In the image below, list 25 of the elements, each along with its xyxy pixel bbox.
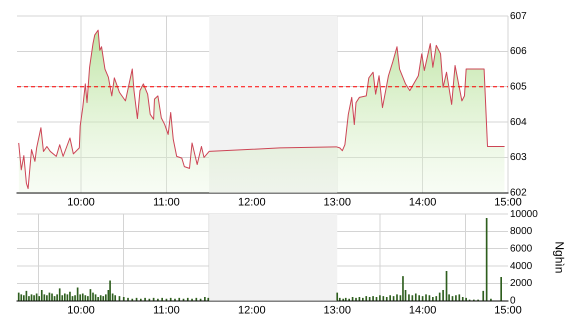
x-tick-label: 14:00 (408, 304, 436, 316)
x-tick-label: 12:00 (238, 196, 266, 208)
y-tick-label: 10000 (510, 208, 538, 220)
x-tick-label: 14:00 (408, 196, 436, 208)
y-tick-label: 604 (510, 116, 528, 128)
x-tick-label: 11:00 (153, 304, 180, 316)
x-tick-label: 13:00 (323, 304, 351, 316)
y-axis-title: Nghìn (552, 241, 566, 274)
y-tick-label: 0 (510, 296, 516, 307)
y-tick-label: 603 (510, 152, 528, 164)
y-tick-label: 602 (510, 188, 528, 199)
x-tick-label: 10:00 (67, 196, 95, 208)
x-tick-label: 12:00 (238, 304, 266, 316)
x-tick-label: 15:00 (494, 304, 522, 316)
x-tick-label: 15:00 (494, 196, 522, 208)
x-tick-label: 13:00 (323, 196, 351, 208)
x-tick-label: 10:00 (67, 304, 95, 316)
y-tick-label: 8000 (510, 226, 533, 238)
y-tick-label: 605 (510, 81, 528, 92)
y-tick-label: 606 (510, 46, 528, 58)
y-tick-label: 4000 (510, 260, 533, 272)
y-tick-label: 607 (510, 10, 528, 22)
x-tick-label: 11:00 (153, 196, 180, 208)
y-tick-label: 2000 (510, 278, 533, 290)
y-tick-label: 6000 (510, 243, 533, 254)
